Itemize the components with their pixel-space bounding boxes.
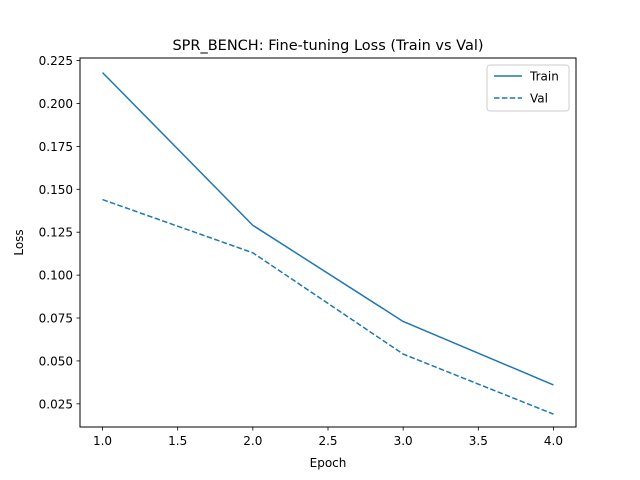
- y-axis: 0.025 0.050 0.075 0.100 0.125 0.150 0.175 0.200…: [39, 54, 80, 411]
- x-tick-label: 3.5: [469, 434, 488, 448]
- series-line-val: [102, 198, 554, 415]
- y-tick-label: 0.025: [39, 397, 73, 411]
- x-tick-label: 2.5: [318, 434, 337, 448]
- x-axis-label: Epoch: [310, 456, 347, 470]
- y-axis-label: Loss: [12, 229, 26, 255]
- y-tick-label: 0.125: [39, 226, 73, 240]
- y-tick-label: 0.150: [39, 183, 73, 197]
- y-tick-label: 0.200: [39, 97, 73, 111]
- y-tick-label: 0.175: [39, 140, 73, 154]
- y-tick-label: 0.075: [39, 312, 73, 326]
- x-tick-label: 1.0: [93, 434, 112, 448]
- series-line-train: [102, 72, 554, 386]
- x-tick-label: 3.0: [394, 434, 413, 448]
- series-layer: [102, 72, 554, 415]
- x-tick-label: 1.5: [168, 434, 187, 448]
- y-tick-label: 0.225: [39, 54, 73, 68]
- chart-title: SPR_BENCH: Fine-tuning Loss (Train vs Va…: [172, 38, 483, 54]
- y-tick-label: 0.100: [39, 269, 73, 283]
- x-tick-label: 2.0: [243, 434, 262, 448]
- legend: Train Val: [486, 64, 570, 112]
- x-tick-label: 4.0: [544, 434, 563, 448]
- y-tick-label: 0.050: [39, 354, 73, 368]
- legend-val-label: Val: [530, 92, 548, 106]
- legend-train-label: Train: [529, 70, 559, 84]
- x-axis: 1.0 1.5 2.0 2.5 3.0 3.5 4.0: [93, 427, 563, 448]
